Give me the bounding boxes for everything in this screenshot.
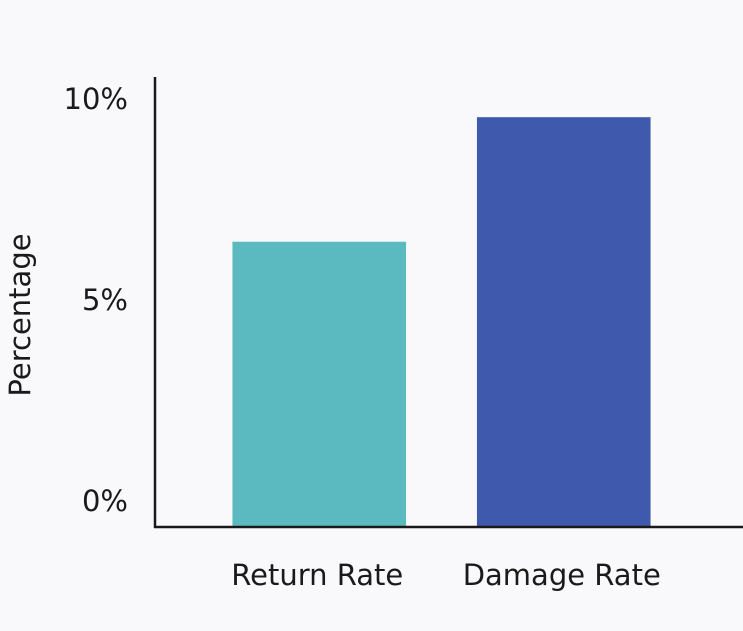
bar (232, 241, 407, 527)
x-tick-label: Return Rate (231, 558, 403, 592)
y-tick-label: 0% (82, 484, 128, 518)
y-tick-label: 10% (64, 82, 128, 116)
y-axis-label: Percentage (3, 233, 37, 396)
y-tick-label: 5% (82, 283, 128, 317)
bar (476, 117, 651, 527)
x-tick-label: Damage Rate (463, 558, 661, 592)
